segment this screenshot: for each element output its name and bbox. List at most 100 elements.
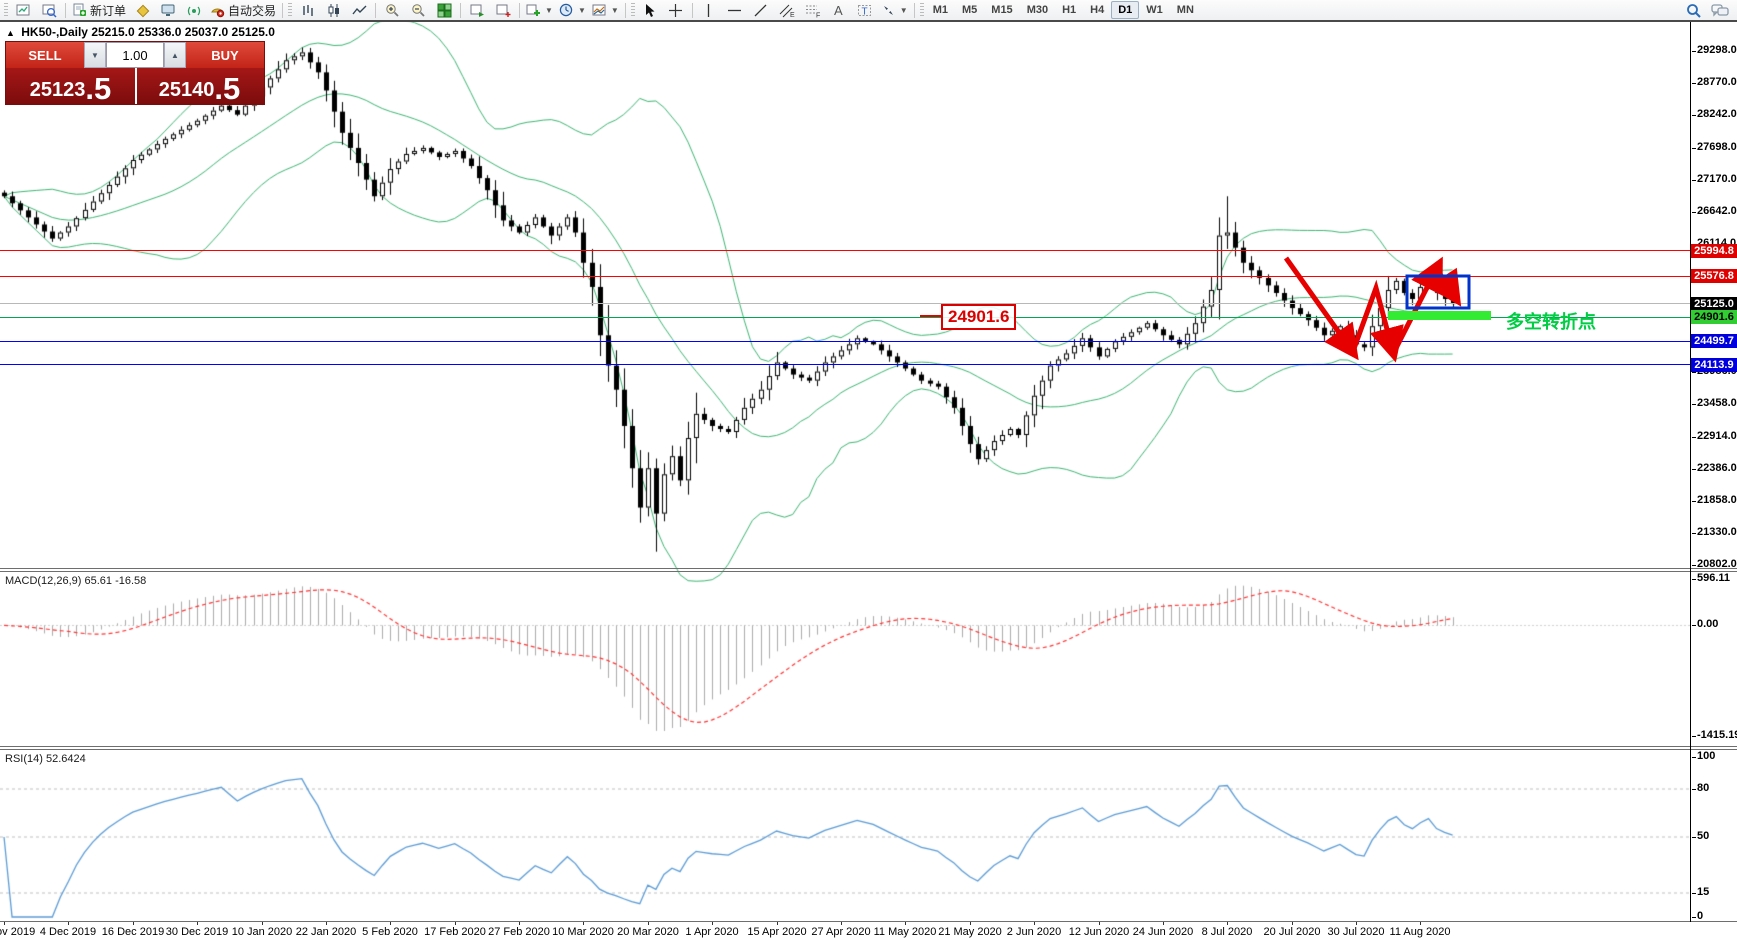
level-line-resistance[interactable] bbox=[0, 275, 1690, 277]
axis-tick-mark bbox=[1692, 469, 1696, 471]
date-tick-label: 4 Dec 2019 bbox=[39, 926, 97, 938]
channel-icon: E bbox=[779, 4, 795, 18]
bar-chart-type-button[interactable] bbox=[294, 0, 320, 20]
equidistant-channel-tool-button[interactable]: E bbox=[774, 0, 800, 20]
price-chart-canvas[interactable] bbox=[0, 0, 1690, 922]
candlestick-icon bbox=[328, 3, 339, 17]
chat-button[interactable] bbox=[1707, 1, 1733, 21]
search-button[interactable] bbox=[1681, 1, 1707, 21]
timeframe-button-MN[interactable]: MN bbox=[1176, 4, 1194, 16]
dropdown-caret-icon: ▼ bbox=[577, 5, 586, 15]
auto-scroll-icon bbox=[470, 4, 484, 17]
periods-button[interactable]: ▼ bbox=[556, 0, 589, 20]
green-pivot-zone-bar[interactable] bbox=[1388, 311, 1491, 320]
crosshair-button[interactable] bbox=[663, 0, 689, 20]
axis-tick-mark bbox=[1692, 83, 1696, 85]
date-tick-mark bbox=[1292, 922, 1293, 925]
level-line-support[interactable] bbox=[0, 364, 1690, 366]
volume-increase-button[interactable]: ▲ bbox=[164, 42, 186, 68]
clock-periods-icon bbox=[559, 3, 573, 16]
date-tick-mark bbox=[519, 922, 520, 925]
text-icon: A bbox=[834, 3, 843, 18]
zoom-out-button[interactable] bbox=[405, 0, 431, 20]
signals-icon bbox=[187, 6, 200, 15]
timeframe-button-W1[interactable]: W1 bbox=[1146, 4, 1163, 16]
turning-point-label[interactable]: 多空转折点 bbox=[1506, 312, 1596, 332]
chart-shift-button[interactable] bbox=[490, 0, 516, 20]
fibonacci-tool-button[interactable]: F bbox=[800, 0, 826, 20]
axis-tick-mark bbox=[1692, 625, 1696, 627]
vertical-line-tool-button[interactable] bbox=[696, 0, 722, 20]
toolbar-grip[interactable] bbox=[630, 3, 635, 17]
macd-tick-label: 596.11 bbox=[1692, 572, 1730, 584]
toolbar-grip[interactable] bbox=[288, 3, 293, 17]
rsi-tick-label: 50 bbox=[1692, 830, 1709, 842]
pane-separator[interactable] bbox=[0, 568, 1737, 569]
arrows-tool-button[interactable]: ▼ bbox=[878, 0, 911, 20]
price-annotation-label[interactable]: 24901.6 bbox=[941, 304, 1017, 330]
volume-decrease-button[interactable]: ▼ bbox=[84, 42, 106, 68]
timeframe-button-H4[interactable]: H4 bbox=[1090, 4, 1105, 16]
new-order-button[interactable]: 新订单 bbox=[69, 0, 129, 20]
buy-button[interactable]: BUY bbox=[186, 42, 264, 68]
timeframe-button-D1[interactable]: D1 bbox=[1111, 1, 1140, 19]
terminal-button[interactable] bbox=[155, 0, 181, 20]
indicators-button[interactable]: ▼ bbox=[523, 0, 556, 20]
pane-separator[interactable] bbox=[0, 746, 1737, 747]
pane-separator[interactable] bbox=[0, 571, 1737, 572]
axis-tick-mark bbox=[1692, 179, 1696, 181]
toolbar-grip[interactable] bbox=[4, 3, 8, 17]
date-tick-label: 11 Aug 2020 bbox=[1389, 926, 1451, 938]
zoom-in-button[interactable] bbox=[379, 0, 405, 20]
level-line-pivot[interactable] bbox=[0, 316, 1690, 318]
tile-windows-button[interactable] bbox=[431, 0, 457, 20]
line-chart-type-button[interactable] bbox=[346, 0, 372, 20]
volume-input[interactable]: 1.00 bbox=[106, 42, 164, 68]
level-line-support[interactable] bbox=[0, 340, 1690, 342]
timeframe-button-M30[interactable]: M30 bbox=[1026, 4, 1049, 16]
horizontal-line-tool-button[interactable] bbox=[722, 0, 748, 20]
profiles-icon bbox=[42, 4, 57, 18]
svg-text:E: E bbox=[790, 12, 795, 18]
candlestick-chart-type-button[interactable] bbox=[320, 0, 346, 20]
date-tick-mark bbox=[1034, 922, 1035, 925]
templates-button[interactable]: ▼ bbox=[589, 0, 622, 20]
signals-button[interactable] bbox=[181, 0, 207, 20]
axis-tick-mark bbox=[1692, 579, 1696, 581]
rsi-label: RSI(14) 52.6424 bbox=[5, 753, 86, 765]
date-tick-mark bbox=[1163, 922, 1164, 925]
autotrading-button[interactable]: 自动交易 bbox=[207, 0, 279, 20]
date-tick-label: 24 Jun 2020 bbox=[1132, 926, 1194, 938]
date-tick-mark bbox=[197, 922, 198, 925]
timeframe-button-M1[interactable]: M1 bbox=[932, 4, 948, 16]
axis-tick-mark bbox=[1692, 115, 1696, 117]
profiles-button[interactable] bbox=[36, 0, 62, 20]
level-line-resistance[interactable] bbox=[0, 250, 1690, 252]
one-click-panel-toggle-icon[interactable]: ▲ bbox=[6, 28, 15, 38]
sell-button[interactable]: SELL bbox=[6, 42, 84, 68]
text-tool-button[interactable]: A bbox=[826, 0, 852, 20]
price-tick-label: 23458.0 bbox=[1692, 397, 1737, 409]
buy-price[interactable]: 25140 .5 bbox=[158, 71, 241, 106]
trendline-tool-button[interactable] bbox=[748, 0, 774, 20]
auto-scroll-button[interactable] bbox=[464, 0, 490, 20]
timeframe-button-M15[interactable]: M15 bbox=[991, 4, 1013, 16]
text-label-tool-button[interactable]: T bbox=[852, 0, 878, 20]
toolbar-grip[interactable] bbox=[919, 3, 924, 17]
metaeditor-button[interactable] bbox=[129, 0, 155, 20]
axis-tick-mark bbox=[1692, 564, 1696, 566]
price-axis[interactable]: 25994.8 25576.8 25125.0 24901.6 24499.7 24113… bbox=[1691, 0, 1737, 941]
pane-separator[interactable] bbox=[0, 749, 1737, 750]
sell-price[interactable]: 25123 .5 bbox=[29, 71, 112, 106]
new-chart-button[interactable] bbox=[10, 0, 36, 20]
date-tick-mark bbox=[262, 922, 263, 925]
date-tick-mark bbox=[68, 922, 69, 925]
level-line-last-price[interactable] bbox=[0, 303, 1690, 305]
timeframe-button-M5[interactable]: M5 bbox=[962, 4, 978, 16]
cursor-button[interactable] bbox=[637, 0, 663, 20]
timeframe-button-H1[interactable]: H1 bbox=[1062, 4, 1077, 16]
symbol-period-label: HK50-,Daily bbox=[21, 25, 88, 39]
